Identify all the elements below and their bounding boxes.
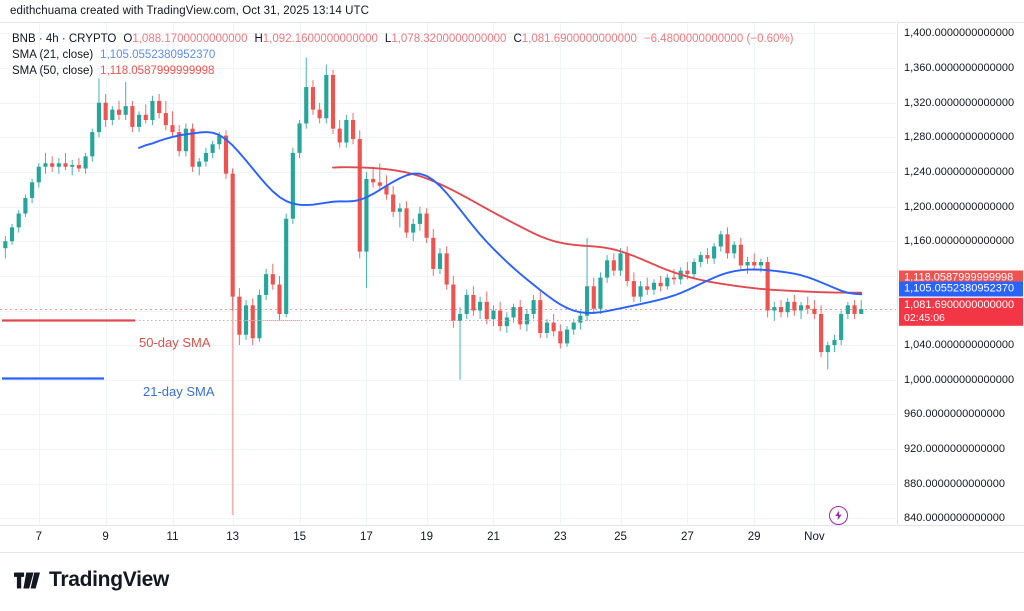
time-axis[interactable]: 7 9 11 13 15 17 19 21 23 25 27 29 Nov (0, 527, 1024, 553)
price-tick: 880.0000000000000 (904, 477, 1005, 490)
price-tick: 1,240.0000000000000 (904, 165, 1015, 178)
price-badge-last[interactable]: 1,081.6900000000000 02:45:06 (899, 297, 1023, 326)
time-tick: 21 (487, 531, 500, 543)
price-tick: 1,320.0000000000000 (904, 96, 1015, 109)
chart-gridlines (0, 23, 896, 525)
time-tick: 19 (420, 531, 433, 543)
time-tick: 23 (553, 531, 567, 543)
price-tick: 1,280.0000000000000 (904, 131, 1015, 144)
time-tick: 7 (35, 531, 42, 543)
price-badge-value: 1,118.0587999999998 (904, 271, 1014, 283)
price-tick: 840.0000000000000 (904, 512, 1005, 525)
time-tick: 13 (226, 531, 240, 543)
price-badge-sma50[interactable]: 1,118.0587999999998 (899, 270, 1023, 285)
candlestick-plot (0, 57, 896, 515)
lightning-bolt-icon[interactable] (829, 506, 848, 525)
time-tick: 17 (359, 531, 373, 543)
annotation-50day-sma: 50-day SMA (139, 335, 211, 350)
attribution-text: edithchuama created with TradingView.com… (10, 5, 370, 17)
price-tick: 960.0000000000000 (904, 408, 1005, 421)
price-tick: 1,400.0000000000000 (904, 27, 1015, 40)
time-tick: 25 (614, 531, 627, 543)
tradingview-footer: TradingView (14, 568, 169, 592)
price-badge-value: 1,081.6900000000000 (904, 298, 1015, 311)
price-tick: 1,360.0000000000000 (904, 62, 1015, 74)
annotation-21day-sma: 21-day SMA (143, 384, 215, 399)
time-tick: Nov (804, 531, 825, 543)
tradingview-wordmark: TradingView (49, 568, 170, 591)
time-tick: 15 (293, 531, 306, 543)
price-tick: 1,000.0000000000000 (904, 373, 1015, 386)
time-tick: 11 (166, 531, 179, 543)
price-badge-value: 1,105.0552380952370 (904, 282, 1015, 295)
time-tick: 9 (102, 531, 109, 543)
chart-pane[interactable]: BNB · 4h · CRYPTO O1,088.1700000000000 H1,… (0, 22, 896, 526)
price-tick: 1,040.0000000000000 (904, 339, 1015, 352)
time-tick: 29 (747, 531, 761, 543)
price-badge-countdown: 02:45:06 (904, 311, 945, 324)
tradingview-logo-icon (14, 572, 40, 588)
price-tick: 1,200.0000000000000 (904, 200, 1015, 213)
price-badge-sma21[interactable]: 1,105.0552380952370 (899, 281, 1023, 297)
price-tick: 920.0000000000000 (904, 443, 1005, 456)
price-tick: 1,160.0000000000000 (904, 235, 1015, 248)
price-axis[interactable]: 1,400.0000000000000 1,360.0000000000000 1,… (897, 22, 1024, 526)
time-tick: 27 (680, 531, 694, 543)
